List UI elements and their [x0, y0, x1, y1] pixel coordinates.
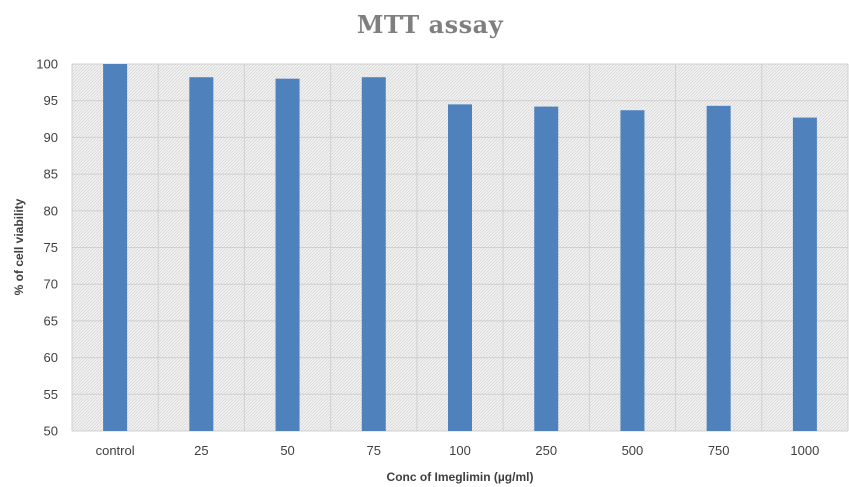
- bar-1000: [792, 117, 817, 431]
- x-tick-label: control: [96, 443, 135, 458]
- x-tick-label: 1000: [790, 443, 819, 458]
- y-tick-label: 75: [44, 240, 58, 255]
- bar-50: [275, 78, 300, 432]
- x-tick-label: 50: [280, 443, 294, 458]
- bar-25: [189, 77, 214, 431]
- bar-100: [448, 104, 472, 432]
- y-tick-label: 50: [44, 424, 58, 439]
- x-tick-label: 500: [622, 443, 644, 458]
- chart-title: MTT assay: [357, 10, 504, 39]
- y-tick-label: 65: [44, 313, 58, 328]
- y-tick-label: 100: [36, 57, 58, 72]
- y-tick-label: 80: [44, 203, 58, 218]
- y-tick-label: 60: [44, 350, 58, 365]
- bar-75: [361, 77, 386, 431]
- y-tick-label: 55: [44, 387, 58, 402]
- y-tick-label: 70: [44, 277, 58, 292]
- y-tick-label: 85: [44, 167, 58, 182]
- x-tick-label: 100: [449, 443, 471, 458]
- bar-750: [706, 105, 731, 431]
- x-tick-label: 25: [194, 443, 208, 458]
- y-tick-label: 95: [44, 93, 58, 108]
- y-tick-label: 90: [44, 130, 58, 145]
- bar-control: [103, 64, 128, 431]
- x-tick-label: 250: [535, 443, 557, 458]
- x-axis-ticks: control 25 50 75 100 250 500 750 1000: [96, 443, 820, 458]
- x-axis-label: Conc of Imeglimin (µg/ml): [387, 470, 534, 484]
- bar-500: [620, 110, 645, 431]
- y-axis-ticks: 50 55 60 65 70 75 80 85 90 95 100: [36, 57, 58, 439]
- x-tick-label: 750: [708, 443, 730, 458]
- x-tick-label: 75: [367, 443, 381, 458]
- bar-250: [534, 106, 559, 432]
- bars: [103, 64, 817, 432]
- y-axis-label: % of cell viability: [12, 198, 26, 295]
